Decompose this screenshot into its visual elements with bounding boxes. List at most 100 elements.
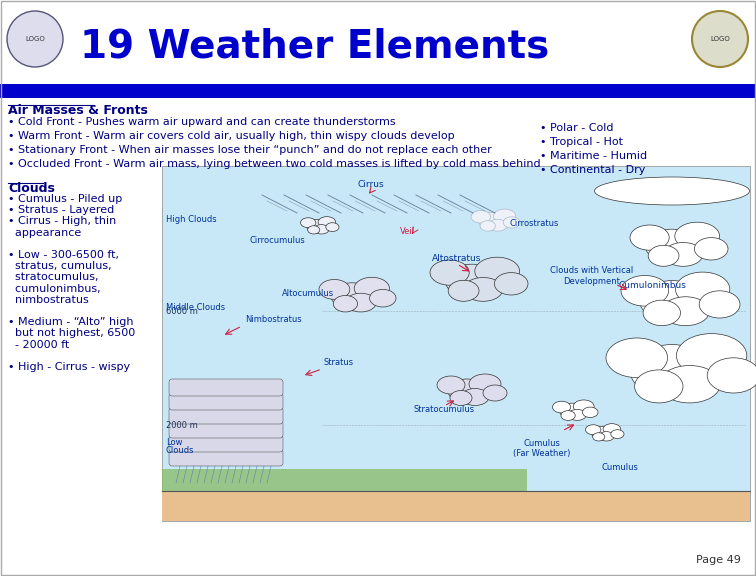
Ellipse shape: [480, 221, 495, 231]
Ellipse shape: [646, 229, 699, 263]
Ellipse shape: [463, 278, 503, 301]
Text: • Continental - Dry: • Continental - Dry: [540, 165, 646, 175]
Text: Cirrus: Cirrus: [357, 180, 383, 189]
Bar: [162, 469, 527, 491]
FancyBboxPatch shape: [169, 435, 283, 452]
Ellipse shape: [471, 210, 491, 223]
Ellipse shape: [621, 275, 668, 306]
Ellipse shape: [370, 289, 396, 307]
FancyBboxPatch shape: [169, 379, 283, 396]
Text: Clouds: Clouds: [166, 446, 194, 455]
Ellipse shape: [591, 426, 612, 439]
Text: cumulonimbus,: cumulonimbus,: [8, 283, 101, 294]
Text: appearance: appearance: [8, 228, 81, 238]
Ellipse shape: [640, 281, 705, 321]
Text: Veil: Veil: [400, 226, 415, 236]
Ellipse shape: [631, 344, 714, 397]
Ellipse shape: [430, 260, 469, 285]
Text: Cumulus: Cumulus: [524, 439, 560, 448]
Ellipse shape: [300, 218, 316, 228]
Ellipse shape: [553, 401, 571, 413]
Ellipse shape: [707, 358, 756, 393]
Ellipse shape: [306, 219, 327, 233]
Text: (Anvil Head): (Anvil Head): [629, 181, 685, 191]
Ellipse shape: [503, 217, 520, 228]
Bar: [0, 84, 756, 98]
Text: Clouds: Clouds: [8, 182, 55, 195]
Text: - 20000 ft: - 20000 ft: [8, 340, 70, 350]
Ellipse shape: [603, 424, 621, 435]
FancyBboxPatch shape: [169, 393, 283, 410]
Ellipse shape: [582, 407, 598, 418]
Ellipse shape: [599, 431, 614, 441]
Text: 6000 m: 6000 m: [166, 306, 198, 316]
Text: LOGO: LOGO: [710, 36, 730, 42]
Text: • Warm Front - Warm air covers cold air, usually high, thin wispy clouds develop: • Warm Front - Warm air covers cold air,…: [8, 131, 454, 141]
Ellipse shape: [450, 391, 472, 406]
Ellipse shape: [561, 411, 575, 420]
Text: Altocumulus: Altocumulus: [282, 289, 334, 297]
Text: stratus, cumulus,: stratus, cumulus,: [8, 261, 112, 271]
Ellipse shape: [643, 300, 680, 325]
Text: • Medium - “Alto” high: • Medium - “Alto” high: [8, 317, 134, 327]
Ellipse shape: [437, 376, 465, 394]
Text: Middle Clouds: Middle Clouds: [166, 303, 225, 312]
Text: Nimbostratus: Nimbostratus: [245, 315, 302, 324]
Ellipse shape: [568, 410, 587, 420]
Text: High Clouds: High Clouds: [166, 215, 217, 224]
Ellipse shape: [475, 257, 519, 285]
Text: • Stratus - Layered: • Stratus - Layered: [8, 205, 114, 215]
Bar: [162, 491, 750, 521]
Text: Stratus: Stratus: [324, 358, 354, 367]
Ellipse shape: [675, 272, 730, 306]
Text: Cirrostratus: Cirrostratus: [510, 218, 559, 228]
Ellipse shape: [333, 295, 358, 312]
Ellipse shape: [648, 245, 679, 266]
Text: • Cumulus - Piled up: • Cumulus - Piled up: [8, 194, 122, 204]
Text: but not highest, 6500: but not highest, 6500: [8, 328, 135, 338]
Ellipse shape: [494, 272, 528, 295]
Ellipse shape: [585, 425, 601, 435]
Ellipse shape: [634, 370, 683, 403]
Ellipse shape: [699, 291, 740, 318]
Ellipse shape: [664, 242, 703, 266]
Ellipse shape: [695, 238, 728, 260]
Ellipse shape: [469, 374, 501, 394]
Text: Cumulus: Cumulus: [602, 463, 639, 472]
Text: Stratocumulus: Stratocumulus: [414, 404, 475, 414]
Ellipse shape: [573, 400, 594, 413]
Ellipse shape: [448, 379, 486, 403]
Ellipse shape: [355, 277, 389, 300]
Circle shape: [692, 11, 748, 67]
Ellipse shape: [494, 209, 516, 223]
Text: 19 Weather Elements: 19 Weather Elements: [80, 27, 550, 65]
Ellipse shape: [479, 213, 505, 229]
Ellipse shape: [318, 217, 336, 228]
Text: • High - Cirrus - wispy: • High - Cirrus - wispy: [8, 362, 130, 372]
Text: • Polar - Cold: • Polar - Cold: [540, 123, 614, 133]
Ellipse shape: [606, 338, 668, 378]
Ellipse shape: [448, 281, 479, 301]
Text: LOGO: LOGO: [25, 36, 45, 42]
Text: stratocumulus,: stratocumulus,: [8, 272, 98, 282]
Text: • Cold Front - Pushes warm air upward and can create thunderstorms: • Cold Front - Pushes warm air upward an…: [8, 117, 395, 127]
Text: Air Masses & Fronts: Air Masses & Fronts: [8, 104, 148, 117]
Ellipse shape: [488, 219, 507, 231]
Ellipse shape: [445, 264, 499, 298]
FancyBboxPatch shape: [169, 449, 283, 466]
Text: • Occluded Front - Warm air mass, lying between two cold masses is lifted by col: • Occluded Front - Warm air mass, lying …: [8, 159, 541, 169]
Ellipse shape: [611, 430, 624, 438]
Text: Clouds with Vertical
Development: Clouds with Vertical Development: [550, 266, 634, 286]
Text: • Maritime - Humid: • Maritime - Humid: [540, 151, 647, 161]
Text: • Low - 300-6500 ft,: • Low - 300-6500 ft,: [8, 250, 119, 260]
Ellipse shape: [662, 297, 709, 325]
FancyBboxPatch shape: [169, 421, 283, 438]
Ellipse shape: [308, 226, 320, 234]
Text: Cumulonimbus: Cumulonimbus: [618, 281, 686, 290]
Ellipse shape: [675, 222, 720, 250]
Text: 2000 m: 2000 m: [166, 420, 198, 430]
Ellipse shape: [314, 225, 329, 234]
Circle shape: [7, 11, 63, 67]
Ellipse shape: [593, 433, 605, 441]
Text: • Tropical - Hot: • Tropical - Hot: [540, 137, 623, 147]
